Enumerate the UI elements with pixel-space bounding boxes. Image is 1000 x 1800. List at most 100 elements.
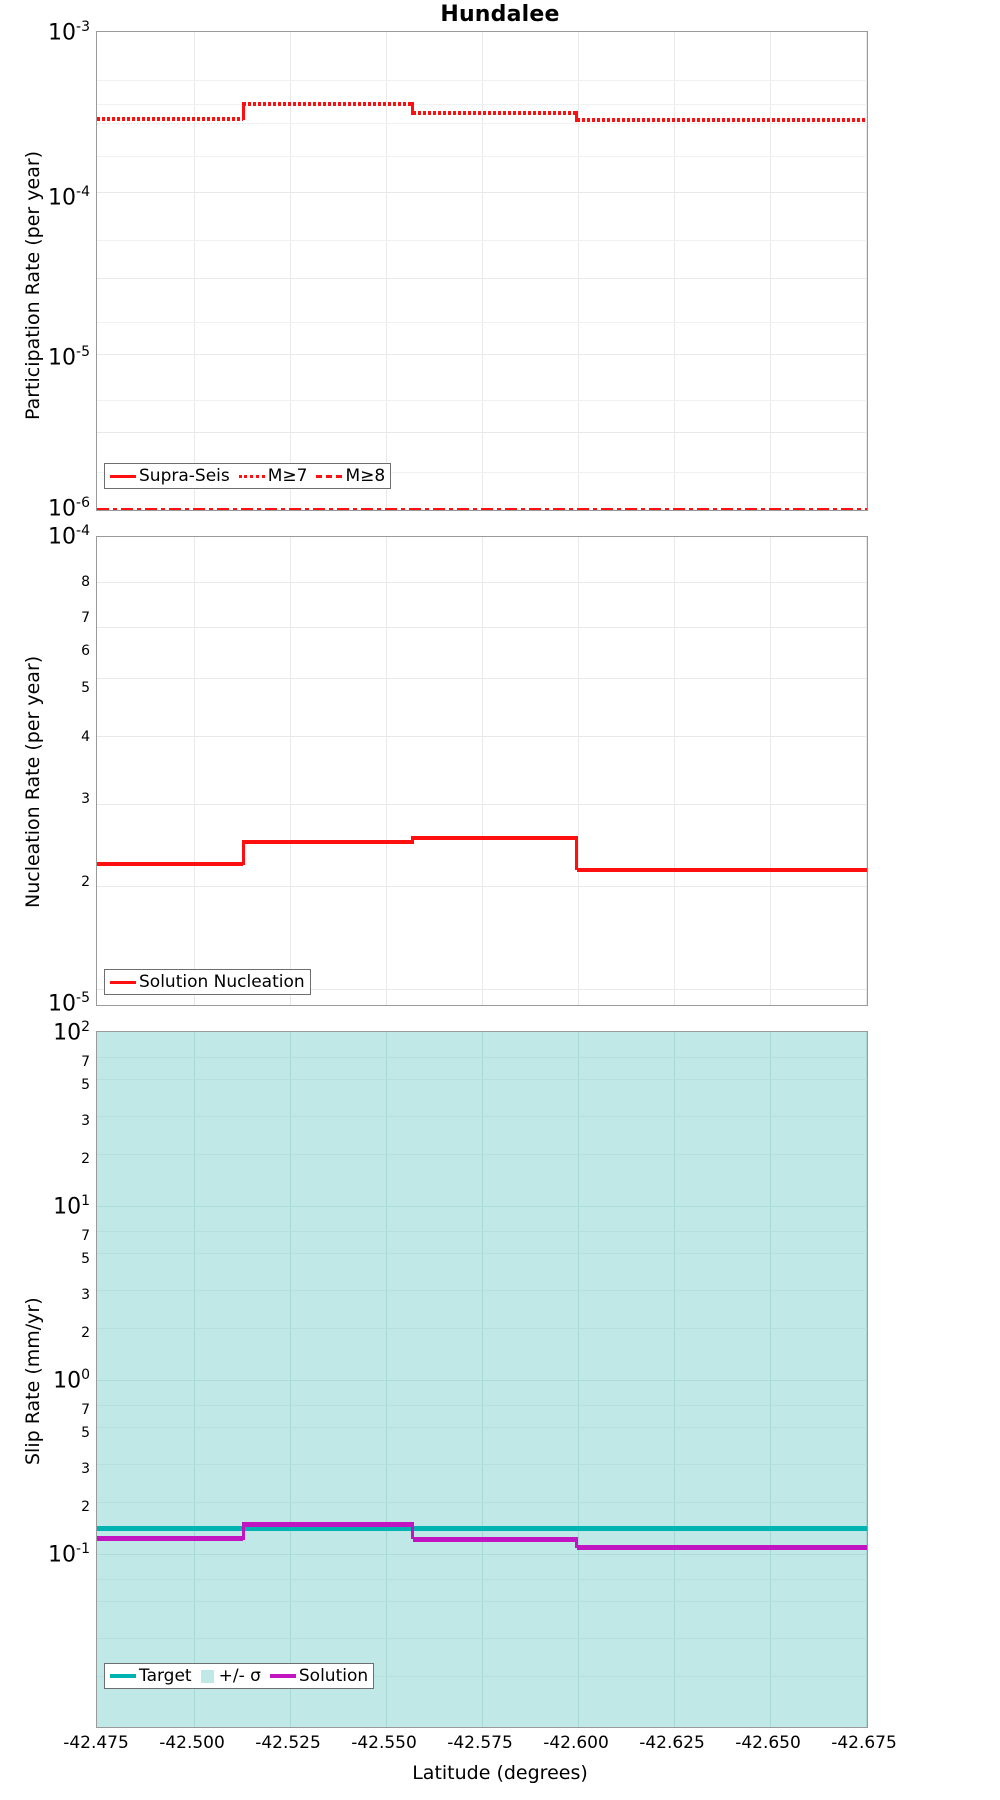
gridline-h <box>97 400 867 401</box>
gridline-h <box>97 156 867 157</box>
gridline-h <box>97 736 867 737</box>
series-m8-segment <box>97 508 867 510</box>
legend-label: +/- σ <box>218 1666 261 1686</box>
legend-entry-m7[interactable]: M≥7 <box>238 466 317 486</box>
gridline-h <box>97 472 867 473</box>
panel-participation-rate <box>96 31 868 511</box>
y-axis-title-panel-3: Slip Rate (mm/yr) <box>22 1297 44 1465</box>
gridline-h <box>97 1290 867 1291</box>
gridline-h <box>97 1116 867 1117</box>
gridline-v <box>193 1032 195 1727</box>
x-tick-label: -42.625 <box>639 1733 705 1753</box>
series-supra-seis-riser <box>411 102 414 115</box>
gridline-v <box>769 32 771 510</box>
series-supra-seis-segment <box>97 117 243 121</box>
x-tick-label: -42.500 <box>159 1733 225 1753</box>
y-axis-title-panel-1: Participation Rate (per year) <box>22 150 44 420</box>
legend-label: M≥8 <box>345 466 386 486</box>
series-solution-riser <box>411 1522 414 1539</box>
gridline-v <box>865 537 867 1005</box>
line-swatch-icon <box>110 980 136 984</box>
gridline-h <box>97 1154 867 1155</box>
gridline-v <box>193 32 195 510</box>
y-tick-label: 10-4 <box>48 184 90 211</box>
y-tick-label: 2 <box>81 874 90 890</box>
gridline-v <box>577 32 579 510</box>
legend-panel-3: Target +/- σ Solution <box>104 1663 375 1689</box>
gridline-h <box>97 627 867 628</box>
legend-entry-solution[interactable]: Solution <box>269 1666 369 1686</box>
series-solution-nucleation-riser <box>242 840 245 865</box>
y-tick-label: 7 <box>81 1402 90 1418</box>
y-tick-label: 7 <box>81 1228 90 1244</box>
gridline-h <box>97 123 867 124</box>
gridline-h <box>97 1253 867 1254</box>
gridline-v <box>577 1032 579 1727</box>
series-solution-nucleation-segment <box>413 836 577 840</box>
gridline-h <box>97 1079 867 1080</box>
x-tick-label: -42.675 <box>831 1733 897 1753</box>
x-axis-title: Latitude (degrees) <box>412 1762 588 1784</box>
gridline-v <box>289 32 291 510</box>
dashdot-line-swatch-icon <box>316 474 343 478</box>
gridline-h <box>97 104 867 105</box>
gridline-h <box>97 1206 867 1207</box>
gridline-h <box>97 240 867 241</box>
gridline-h <box>97 1405 867 1406</box>
line-swatch-icon <box>110 474 136 478</box>
y-tick-label: 10-4 <box>48 523 90 550</box>
gridline-h <box>97 582 867 583</box>
gridline-v <box>289 537 291 1005</box>
y-tick-label: 5 <box>81 1077 90 1093</box>
legend-entry-solution-nucleation[interactable]: Solution Nucleation <box>110 972 305 992</box>
y-tick-label: 10-5 <box>48 990 90 1017</box>
gridline-v <box>481 537 483 1005</box>
y-tick-label: 3 <box>81 1461 90 1477</box>
y-tick-label: 8 <box>81 574 90 590</box>
y-axis-title-panel-2: Nucleation Rate (per year) <box>22 655 44 908</box>
gridline-v <box>769 537 771 1005</box>
gridline-h <box>97 1601 867 1602</box>
gridline-h <box>97 1502 867 1503</box>
legend-entry-supra-seis[interactable]: Supra-Seis <box>110 466 239 486</box>
gridline-h <box>97 80 867 81</box>
y-tick-label: 10-5 <box>48 344 90 371</box>
series-solution-nucleation-riser <box>411 836 414 844</box>
gridline-h <box>97 432 867 433</box>
gridline-h <box>97 1380 867 1381</box>
gridline-h <box>97 322 867 323</box>
y-tick-label: 101 <box>53 1193 90 1220</box>
gridline-v <box>289 1032 291 1727</box>
series-solution-segment <box>243 1522 413 1527</box>
gridline-v <box>481 32 483 510</box>
series-supra-seis-riser <box>242 102 245 120</box>
gridline-v <box>769 1032 771 1727</box>
series-supra-seis-riser <box>575 111 578 122</box>
legend-entry-sigma[interactable]: +/- σ <box>200 1666 270 1686</box>
legend-label: Solution <box>298 1666 369 1686</box>
y-tick-label: 10-1 <box>48 1541 90 1568</box>
y-tick-label: 4 <box>81 729 90 745</box>
legend-entry-target[interactable]: Target <box>110 1666 201 1686</box>
legend-entry-m8[interactable]: M≥8 <box>316 466 385 486</box>
gridline-h <box>97 354 867 355</box>
gridline-v <box>385 1032 387 1727</box>
y-tick-label: 3 <box>81 791 90 807</box>
x-tick-label: -42.650 <box>735 1733 801 1753</box>
series-target-segment <box>97 1526 867 1531</box>
y-tick-label: 2 <box>81 1325 90 1341</box>
y-tick-label: 10-3 <box>48 19 90 46</box>
gridline-h <box>97 278 867 279</box>
page-title: Hundalee <box>440 2 560 27</box>
series-solution-nucleation-segment <box>577 868 867 872</box>
gridline-v <box>673 537 675 1005</box>
y-tick-label: 3 <box>81 1113 90 1129</box>
gridline-h <box>97 192 867 193</box>
gridline-v <box>385 537 387 1005</box>
panel-nucleation-rate <box>96 536 868 1006</box>
gridline-h <box>97 1057 867 1058</box>
gridline-h <box>97 1579 867 1580</box>
gridline-h <box>97 1554 867 1555</box>
gridline-h <box>97 1676 867 1677</box>
